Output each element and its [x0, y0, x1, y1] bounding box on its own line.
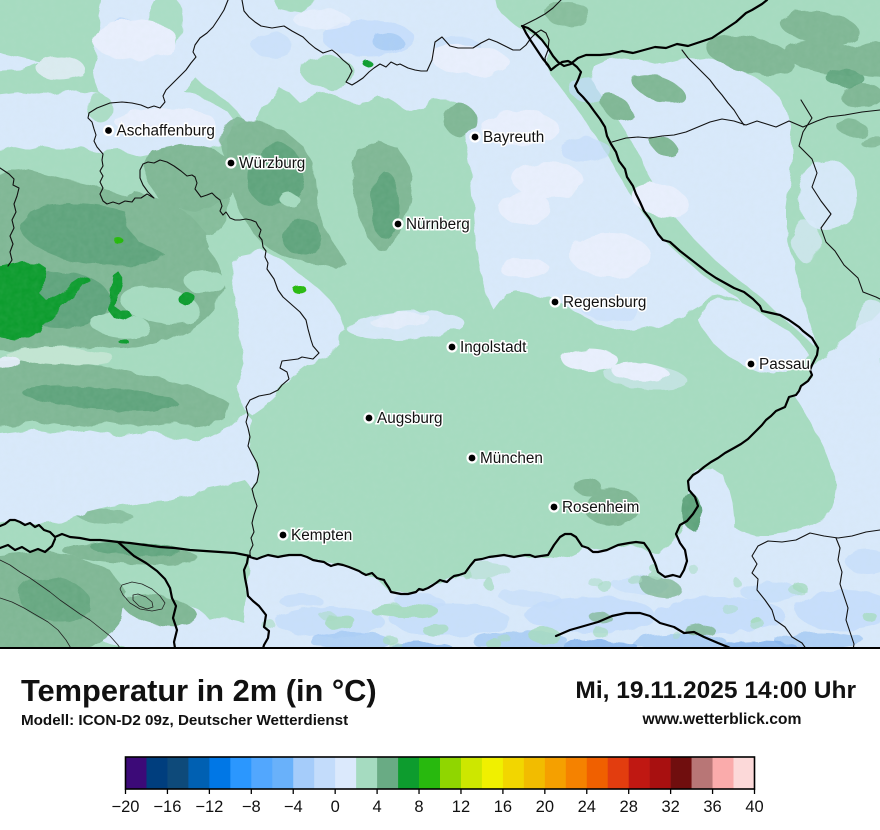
svg-text:Temperatur in 2m (in °C): Temperatur in 2m (in °C): [21, 673, 377, 708]
svg-text:−20: −20: [112, 798, 140, 816]
svg-text:Bayreuth: Bayreuth: [483, 129, 544, 146]
svg-text:8: 8: [414, 798, 423, 816]
svg-text:36: 36: [703, 798, 721, 816]
svg-text:−4: −4: [284, 798, 303, 816]
svg-text:12: 12: [452, 798, 470, 816]
svg-text:www.wetterblick.com: www.wetterblick.com: [642, 711, 802, 728]
svg-text:32: 32: [661, 798, 679, 816]
svg-text:16: 16: [494, 798, 512, 816]
svg-text:Aschaffenburg: Aschaffenburg: [117, 123, 215, 140]
svg-text:4: 4: [373, 798, 382, 816]
svg-text:Ingolstadt: Ingolstadt: [460, 339, 527, 356]
svg-text:−12: −12: [195, 798, 223, 816]
svg-text:−8: −8: [242, 798, 261, 816]
svg-text:24: 24: [578, 798, 596, 816]
svg-text:Rosenheim: Rosenheim: [562, 499, 639, 516]
svg-text:Passau: Passau: [759, 356, 810, 373]
svg-text:Modell: ICON-D2 09z, Deutscher: Modell: ICON-D2 09z, Deutscher Wetterdie…: [21, 712, 348, 729]
svg-text:−16: −16: [153, 798, 181, 816]
svg-text:Nürnberg: Nürnberg: [406, 216, 470, 233]
svg-text:Kempten: Kempten: [291, 527, 352, 544]
svg-text:Mi, 19.11.2025 14:00 Uhr: Mi, 19.11.2025 14:00 Uhr: [575, 677, 856, 704]
svg-text:40: 40: [745, 798, 763, 816]
svg-text:20: 20: [536, 798, 554, 816]
svg-text:0: 0: [331, 798, 340, 816]
svg-text:28: 28: [620, 798, 638, 816]
svg-text:Würzburg: Würzburg: [239, 155, 305, 172]
svg-text:Regensburg: Regensburg: [563, 294, 646, 311]
svg-text:München: München: [480, 450, 543, 467]
svg-text:Augsburg: Augsburg: [377, 410, 442, 427]
